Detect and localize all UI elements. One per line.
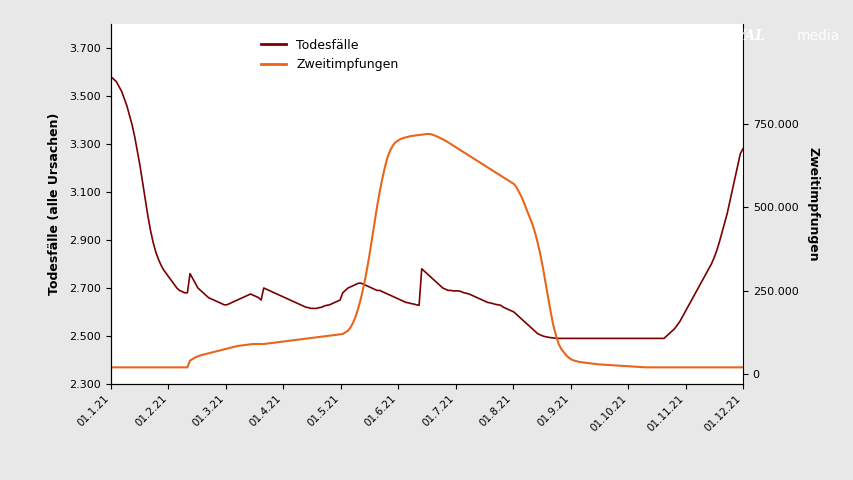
Legend: Todesfälle, Zweitimpfungen: Todesfälle, Zweitimpfungen (256, 34, 403, 76)
Y-axis label: Zweitimpfungen: Zweitimpfungen (805, 147, 818, 261)
Text: media: media (796, 29, 838, 43)
Text: OVAL: OVAL (722, 29, 765, 43)
Y-axis label: Todesfälle (alle Ursachen): Todesfälle (alle Ursachen) (48, 113, 61, 295)
